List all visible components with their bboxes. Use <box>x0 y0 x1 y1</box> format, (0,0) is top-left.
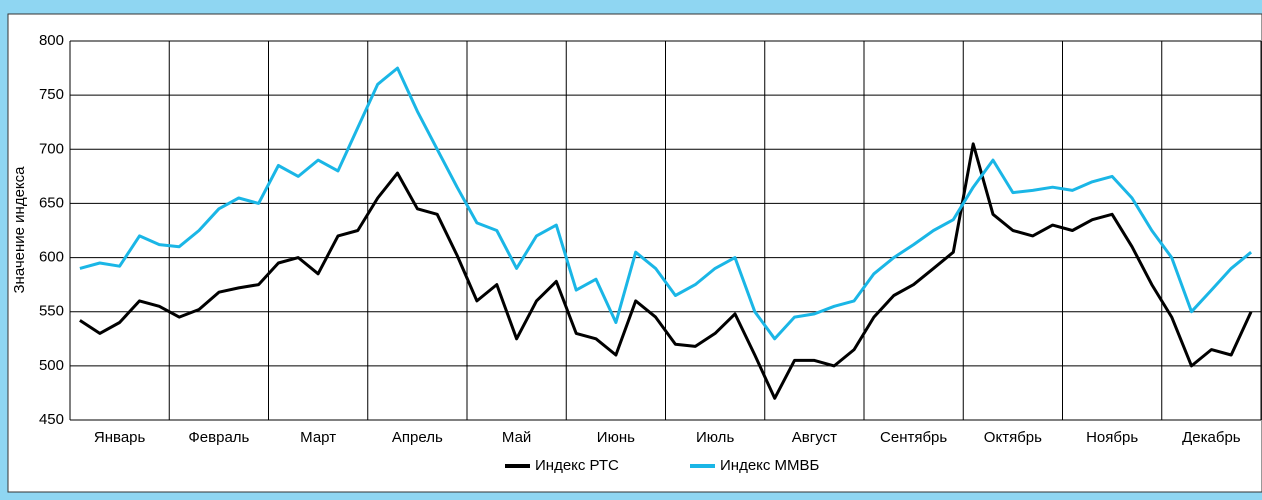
x-tick-label: Апрель <box>392 429 443 446</box>
y-tick-label: 500 <box>39 357 64 374</box>
x-tick-label: Декабрь <box>1182 429 1241 446</box>
x-tick-label: Март <box>300 429 336 446</box>
legend-label: Индекс РТС <box>535 457 619 474</box>
y-axis-label: Значение индекса <box>11 166 28 294</box>
x-tick-label: Июнь <box>597 429 635 446</box>
y-tick-label: 650 <box>39 194 64 211</box>
x-tick-label: Февраль <box>188 429 249 446</box>
x-tick-label: Сентябрь <box>880 429 947 446</box>
x-tick-label: Январь <box>94 429 146 446</box>
series-line <box>79 66 1253 341</box>
y-tick-label: 700 <box>39 140 64 157</box>
series-line <box>79 142 1253 400</box>
y-tick-label: 550 <box>39 303 64 320</box>
x-tick-label: Ноябрь <box>1086 429 1138 446</box>
legend-label: Индекс ММВБ <box>720 457 820 474</box>
x-tick-label: Октябрь <box>984 429 1042 446</box>
x-tick-label: Август <box>792 429 837 446</box>
x-tick-label: Июль <box>696 429 734 446</box>
y-tick-label: 750 <box>39 86 64 103</box>
y-tick-label: 600 <box>39 249 64 266</box>
x-tick-label: Май <box>502 429 531 446</box>
y-tick-label: 800 <box>39 32 64 49</box>
y-tick-label: 450 <box>39 411 64 428</box>
